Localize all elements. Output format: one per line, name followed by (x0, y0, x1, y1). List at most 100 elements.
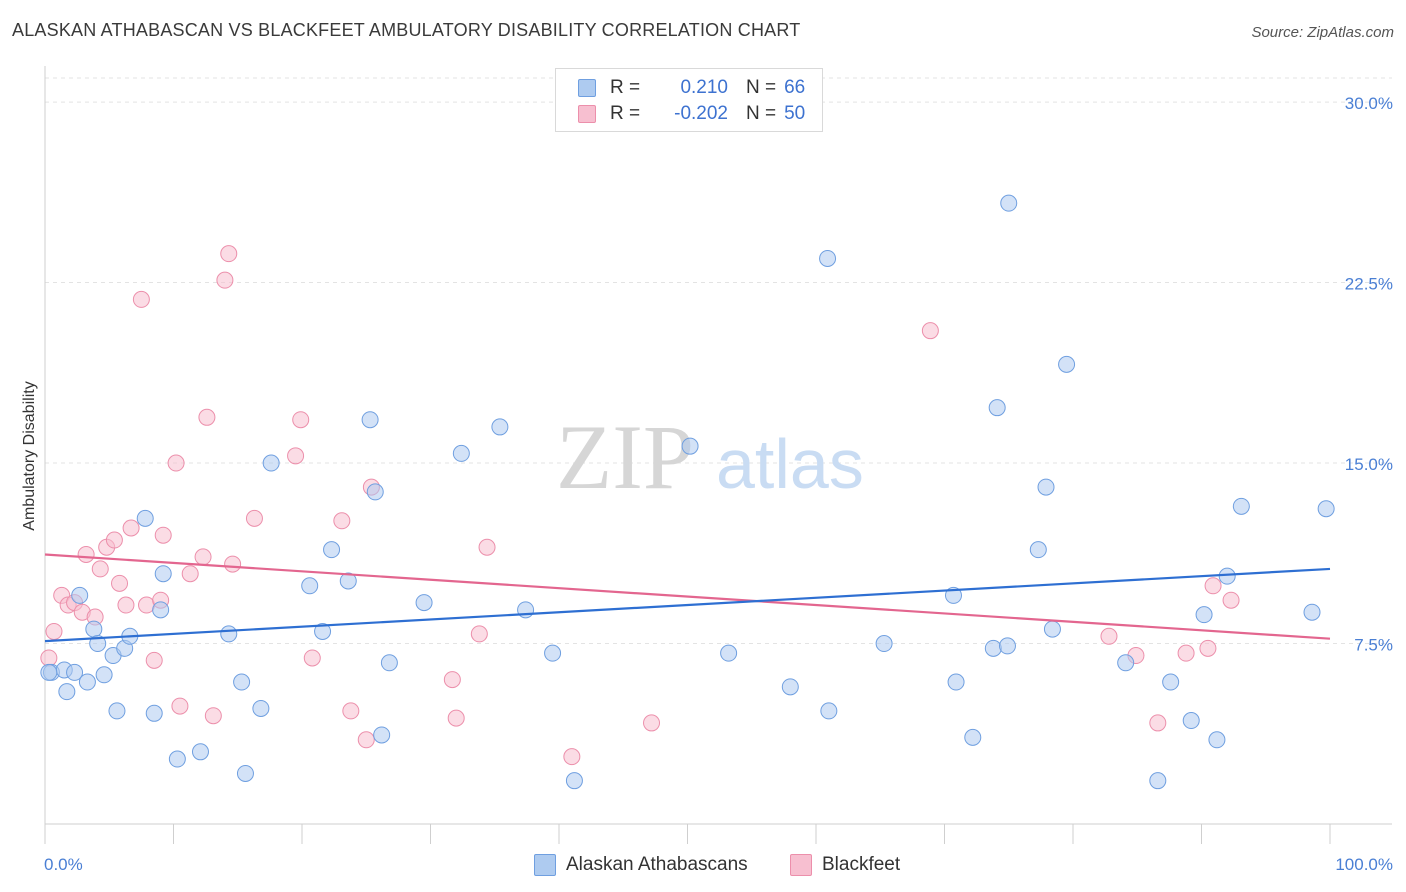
data-point-blackfeet (105, 531, 123, 549)
data-point-athabascan (1037, 478, 1055, 496)
data-point-blackfeet (117, 596, 135, 614)
data-point-athabascan (819, 249, 837, 267)
data-point-blackfeet (154, 526, 172, 544)
data-point-athabascan (984, 639, 1002, 657)
x-tick-label: 0.0% (44, 855, 83, 874)
data-point-athabascan (1043, 620, 1061, 638)
data-point-blackfeet (45, 622, 63, 640)
data-point-athabascan (720, 644, 738, 662)
data-point-athabascan (781, 678, 799, 696)
athabascan-swatch (578, 79, 596, 97)
data-point-athabascan (875, 635, 893, 653)
y-tick-label: 30.0% (1345, 94, 1393, 113)
data-point-blackfeet (138, 596, 156, 614)
data-point-athabascan (301, 577, 319, 595)
data-point-athabascan (40, 663, 58, 681)
data-point-athabascan (998, 637, 1016, 655)
r-value: -0.202 (674, 103, 728, 124)
data-point-athabascan (491, 418, 509, 436)
data-point-blackfeet (40, 649, 58, 667)
data-point-athabascan (136, 509, 154, 527)
tick-labels: 7.5% 15.0% 22.5% 30.0% 0.0% 100.0% (44, 94, 1393, 874)
data-point-athabascan (1317, 500, 1335, 518)
trend-lines (44, 553, 1331, 643)
data-point-blackfeet (342, 702, 360, 720)
data-point-athabascan (1149, 772, 1167, 790)
data-point-athabascan (252, 699, 270, 717)
data-point-athabascan (152, 601, 170, 619)
data-point-blackfeet (357, 731, 375, 749)
data-point-athabascan (191, 743, 209, 761)
data-point-athabascan (415, 594, 433, 612)
data-point-athabascan (89, 635, 107, 653)
trend-line-blackfeet (44, 553, 1331, 640)
data-point-athabascan (565, 772, 583, 790)
y-tick-label: 15.0% (1345, 455, 1393, 474)
data-point-athabascan (361, 411, 379, 429)
data-point-blackfeet (470, 625, 488, 643)
watermark-zip: ZIP (556, 406, 694, 508)
data-point-blackfeet (287, 447, 305, 465)
grid-lines (45, 77, 1392, 645)
data-point-athabascan (108, 702, 126, 720)
data-point-blackfeet (1199, 639, 1217, 657)
data-point-athabascan (380, 654, 398, 672)
blackfeet-legend-swatch (790, 854, 812, 876)
data-point-blackfeet (77, 545, 95, 563)
data-point-blackfeet (563, 748, 581, 766)
data-point-athabascan (154, 565, 172, 583)
data-point-athabascan (373, 726, 391, 744)
data-point-blackfeet (216, 271, 234, 289)
data-point-blackfeet (245, 509, 263, 527)
data-point-athabascan (1058, 355, 1076, 373)
data-point-athabascan (323, 541, 341, 559)
data-point-athabascan (1218, 567, 1236, 585)
data-point-athabascan (233, 673, 251, 691)
axes (44, 66, 1392, 844)
chart-title: ALASKAN ATHABASCAN VS BLACKFEET AMBULATO… (12, 20, 801, 40)
data-point-athabascan (339, 572, 357, 590)
data-point-athabascan (820, 702, 838, 720)
data-point-blackfeet (443, 671, 461, 689)
watermark-atlas: atlas (716, 425, 864, 503)
y-axis-title: Ambulatory Disability (21, 381, 38, 530)
athabascan-points (40, 194, 1335, 790)
watermark: ZIP atlas (556, 406, 864, 508)
data-point-athabascan (314, 622, 332, 640)
data-point-blackfeet (122, 519, 140, 537)
data-point-blackfeet (333, 512, 351, 530)
data-point-athabascan (1117, 654, 1135, 672)
data-point-blackfeet (198, 408, 216, 426)
data-point-blackfeet (447, 709, 465, 727)
data-point-athabascan (85, 620, 103, 638)
legend-item-blackfeet: Blackfeet (790, 852, 900, 878)
data-point-athabascan (1303, 603, 1321, 621)
data-point-blackfeet (194, 548, 212, 566)
y-tick-label: 22.5% (1345, 275, 1393, 294)
data-point-athabascan (66, 663, 84, 681)
data-point-athabascan (95, 666, 113, 684)
data-point-athabascan (681, 437, 699, 455)
data-point-athabascan (1029, 541, 1047, 559)
data-point-blackfeet (111, 574, 129, 592)
n-label: N = (746, 103, 777, 124)
data-point-blackfeet (1100, 627, 1118, 645)
source-label: Source: ZipAtlas.com (1251, 24, 1394, 41)
blackfeet-legend-label: Blackfeet (822, 854, 901, 875)
data-point-blackfeet (224, 555, 242, 573)
data-point-blackfeet (91, 560, 109, 578)
data-point-blackfeet (292, 411, 310, 429)
x-tick-label: 100.0% (1335, 855, 1393, 874)
data-point-athabascan (544, 644, 562, 662)
data-point-blackfeet (145, 651, 163, 669)
data-point-athabascan (988, 399, 1006, 417)
data-point-athabascan (1182, 712, 1200, 730)
data-point-athabascan (236, 764, 254, 782)
data-point-athabascan (964, 728, 982, 746)
athabascan-legend-swatch (534, 854, 556, 876)
stats-legend: R = 0.210 N = 66 R = -0.202 N = 50 (555, 68, 823, 132)
data-point-athabascan (145, 704, 163, 722)
data-point-athabascan (58, 683, 76, 701)
data-point-blackfeet (1177, 644, 1195, 662)
data-point-athabascan (1208, 731, 1226, 749)
